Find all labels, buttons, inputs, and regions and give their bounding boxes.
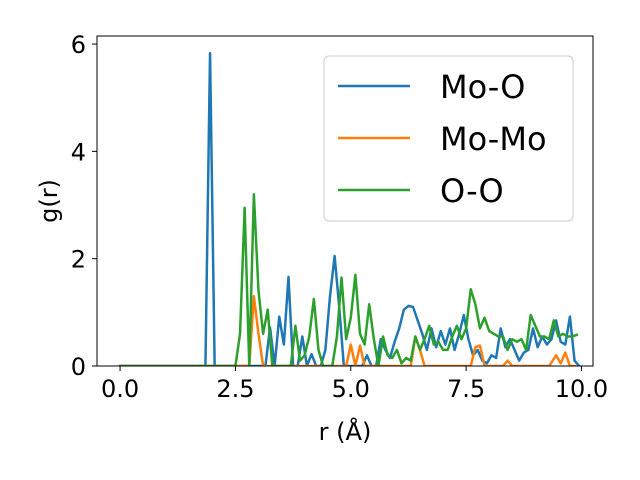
series-line-mo-mo [118,294,576,366]
legend-label: O-O [440,172,504,210]
y-axis-label: g(r) [35,179,63,223]
y-tick-label: 0 [71,353,86,381]
y-tick-label: 2 [71,246,86,274]
y-tick-label: 6 [71,31,86,59]
x-tick-label: 10.0 [555,375,608,403]
x-tick-label: 2.5 [216,375,254,403]
axis-ticks: 0.0 2.5 5.0 7.5 10.0 0 2 4 6 [71,31,608,403]
legend-label: Mo-O [440,68,525,106]
x-tick-label: 5.0 [332,375,370,403]
series-line-o-o [118,193,579,366]
x-tick-label: 0.0 [101,375,139,403]
x-axis-label: r (Å) [319,417,372,446]
y-tick-label: 4 [71,138,86,166]
legend-label: Mo-Mo [440,120,547,158]
legend-box [323,55,574,222]
x-tick-label: 7.5 [447,375,485,403]
series-line-mo-o [118,51,581,366]
plot-area [118,51,581,366]
plot-frame [96,35,594,367]
legend: Mo-O Mo-Mo O-O [323,55,574,222]
